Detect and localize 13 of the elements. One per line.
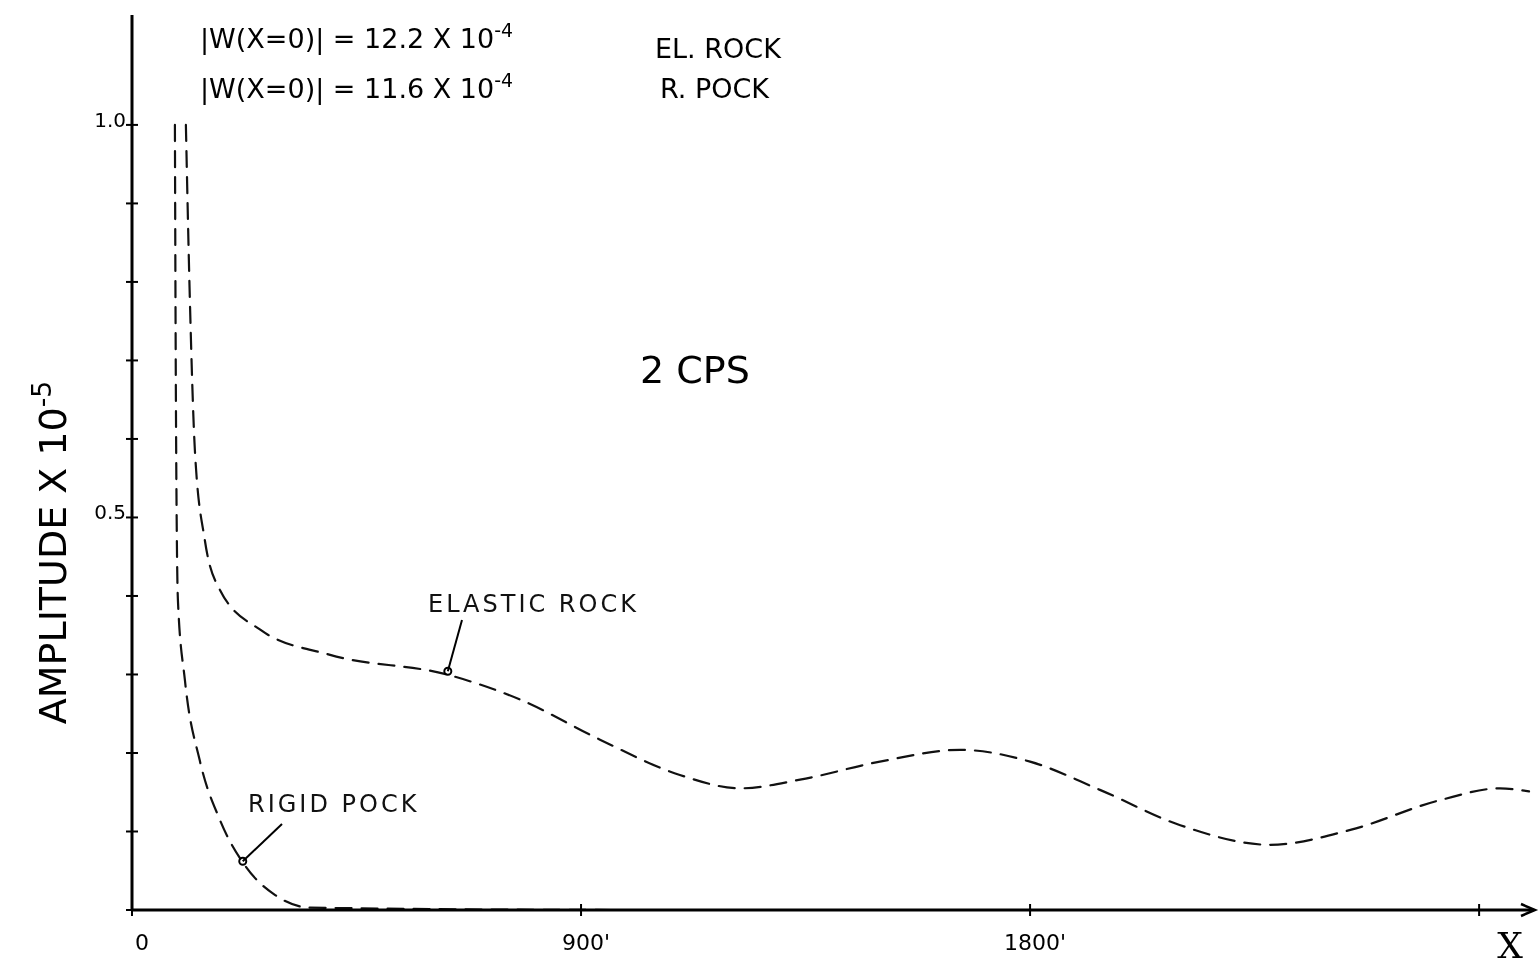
x-axis-title: X: [1497, 925, 1524, 966]
x-tick-label: 0: [135, 930, 149, 955]
x-tick-label: 1800': [1004, 930, 1067, 955]
text: ELASTIC ROCK: [428, 590, 639, 618]
text: 2 CPS: [640, 348, 750, 392]
y-tick-label: 1.0: [94, 107, 126, 132]
x-tick-label: 900': [562, 930, 611, 955]
annotation: |W(X=0)| = 12.2 X 10$^{-4}$: [200, 19, 514, 55]
y-tick-label: 0.5: [94, 500, 126, 525]
annotation: EL. ROCK: [655, 33, 783, 64]
annotation: R. POCK: [660, 73, 771, 104]
series-label: RIGID POCK: [248, 790, 420, 818]
annotation: |W(X=0)| = 11.6 X 10$^{-4}$: [200, 69, 514, 105]
